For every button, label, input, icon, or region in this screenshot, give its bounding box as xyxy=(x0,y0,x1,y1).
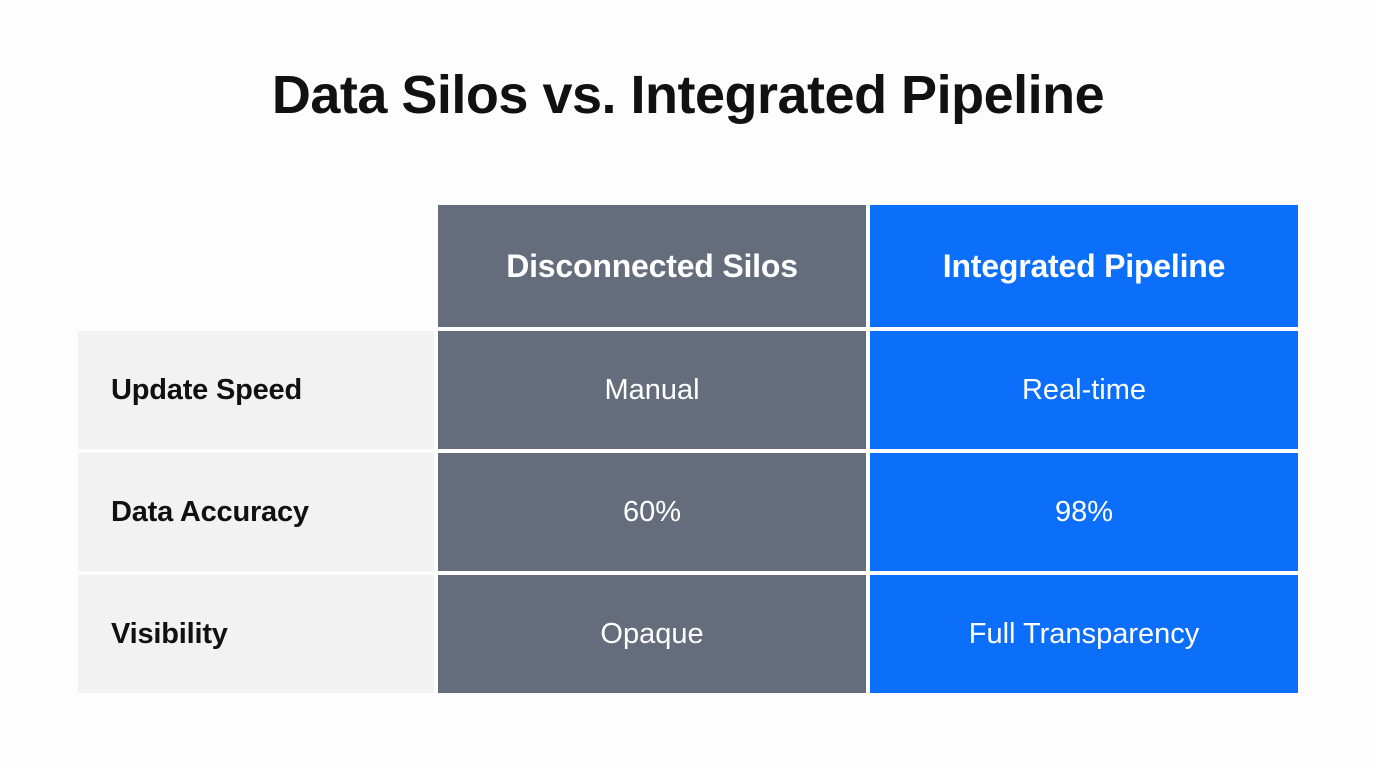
table-row: Data Accuracy 60% 98% xyxy=(78,453,1298,571)
table-row: Visibility Opaque Full Transparency xyxy=(78,575,1298,693)
cell-data-accuracy-pipeline: 98% xyxy=(870,453,1298,571)
row-label-data-accuracy: Data Accuracy xyxy=(78,453,434,571)
row-label-visibility: Visibility xyxy=(78,575,434,693)
cell-update-speed-silos: Manual xyxy=(438,331,866,449)
table-corner-cell xyxy=(78,205,434,327)
page-title: Data Silos vs. Integrated Pipeline xyxy=(271,65,1105,125)
cell-data-accuracy-silos: 60% xyxy=(438,453,866,571)
column-header-integrated-pipeline: Integrated Pipeline xyxy=(870,205,1298,327)
comparison-table: Disconnected Silos Integrated Pipeline U… xyxy=(78,205,1298,693)
cell-visibility-silos: Opaque xyxy=(438,575,866,693)
column-header-disconnected-silos: Disconnected Silos xyxy=(438,205,866,327)
cell-visibility-pipeline: Full Transparency xyxy=(870,575,1298,693)
cell-update-speed-pipeline: Real-time xyxy=(870,331,1298,449)
table-row: Update Speed Manual Real-time xyxy=(78,331,1298,449)
row-label-update-speed: Update Speed xyxy=(78,331,434,449)
table-header-row: Disconnected Silos Integrated Pipeline xyxy=(78,205,1298,327)
